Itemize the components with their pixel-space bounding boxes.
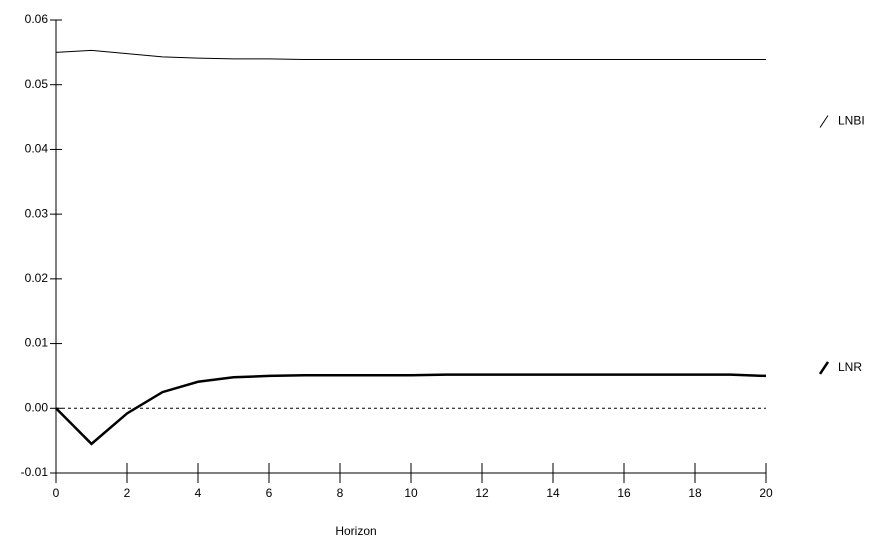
x-tick-label: 18 [688,486,702,500]
series-line [56,50,766,59]
y-tick-label: 0.03 [25,206,49,220]
x-tick-label: 16 [617,486,631,500]
legend-label: LNR [838,360,862,374]
x-tick-label: 4 [195,486,202,500]
series-line [56,375,766,444]
y-tick-label: 0.06 [25,12,49,26]
x-tick-label: 12 [475,486,489,500]
y-tick-label: 0.01 [25,336,49,350]
x-axis-label: Horizon [335,524,376,538]
x-tick-label: 10 [404,486,418,500]
x-tick-label: 14 [546,486,560,500]
legend-label: LNBI [838,114,865,128]
x-tick-label: 6 [266,486,273,500]
y-tick-label: 0.02 [25,271,49,285]
y-tick-label: 0.00 [25,400,49,414]
chart: Horizon -0.01 0.00 0.01 0.02 0.03 0.04 0.05 0.0… [0,0,880,544]
legend-swatch [820,362,828,374]
x-tick-label: 20 [759,486,773,500]
x-tick-label: 8 [337,486,344,500]
y-tick-label: 0.04 [25,142,49,156]
y-tick-label: -0.01 [21,465,49,479]
x-tick-label: 0 [53,486,60,500]
legend-swatch [820,115,828,127]
x-tick-label: 2 [124,486,131,500]
page: {"chart_data": {"type": "line", "x_label… [0,0,880,544]
y-tick-label: 0.05 [25,77,49,91]
